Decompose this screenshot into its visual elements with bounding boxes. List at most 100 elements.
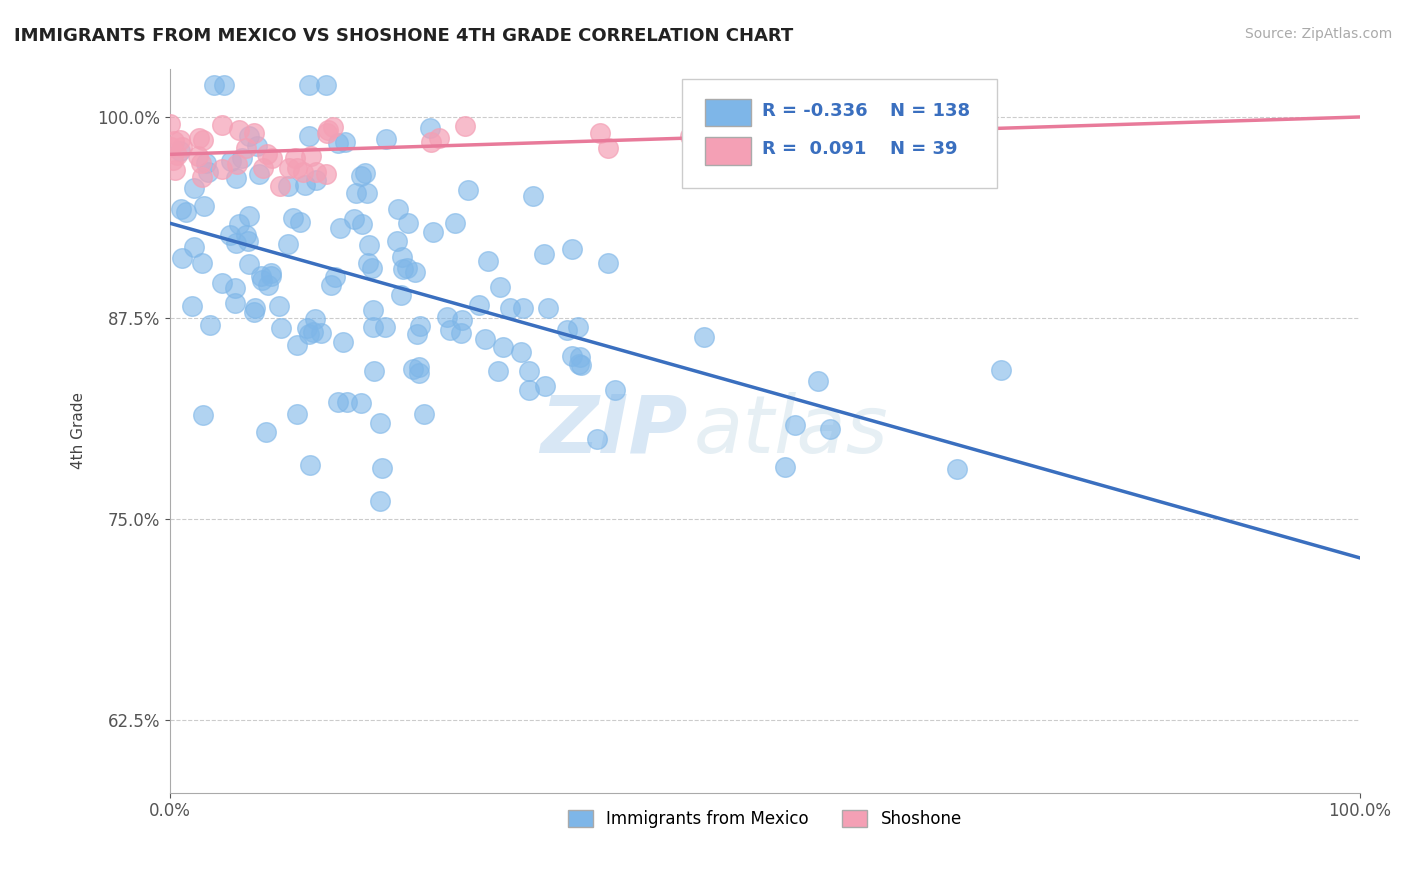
Point <box>172 251 194 265</box>
Point <box>298 129 321 144</box>
Point <box>170 140 193 154</box>
Point <box>225 171 247 186</box>
Point <box>598 140 620 154</box>
Point <box>238 234 260 248</box>
Point <box>214 78 236 92</box>
Point <box>453 120 475 134</box>
Point <box>468 298 491 312</box>
Point <box>260 266 283 280</box>
Point <box>190 156 212 170</box>
Point <box>302 325 325 339</box>
Point <box>162 153 184 167</box>
Point <box>188 131 211 145</box>
Point <box>198 318 221 332</box>
Point <box>292 164 315 178</box>
Point <box>238 209 260 223</box>
Point <box>238 257 260 271</box>
Point <box>235 227 257 242</box>
Point <box>191 408 214 422</box>
Point <box>370 461 392 475</box>
Point <box>319 277 342 292</box>
Point <box>404 265 426 279</box>
Point <box>363 364 385 378</box>
Point <box>262 152 284 166</box>
Point <box>567 320 589 334</box>
Point <box>385 234 408 248</box>
Point <box>228 123 250 137</box>
Point <box>402 362 425 376</box>
Point <box>174 204 197 219</box>
FancyBboxPatch shape <box>682 79 997 188</box>
Point <box>350 169 373 183</box>
Point <box>419 121 441 136</box>
Point <box>343 212 366 227</box>
FancyBboxPatch shape <box>706 99 751 127</box>
Point <box>419 135 441 149</box>
Point <box>304 312 326 326</box>
Point <box>309 326 332 340</box>
Point <box>363 302 385 317</box>
Point <box>250 273 273 287</box>
Point <box>391 250 413 264</box>
Point <box>246 139 269 153</box>
Point <box>555 323 578 337</box>
Text: R = -0.336: R = -0.336 <box>762 102 868 120</box>
Point <box>568 357 591 371</box>
Point <box>294 178 316 192</box>
Point <box>773 459 796 474</box>
Point <box>269 178 291 193</box>
Point <box>679 129 702 144</box>
Point <box>443 216 465 230</box>
Point <box>254 425 277 440</box>
Text: N = 39: N = 39 <box>890 140 957 158</box>
Point <box>344 186 367 200</box>
Point <box>392 261 415 276</box>
Point <box>228 217 250 231</box>
Point <box>387 202 409 216</box>
Point <box>436 310 458 324</box>
Point <box>193 133 215 147</box>
Point <box>166 148 188 162</box>
Point <box>285 338 308 352</box>
Point <box>322 120 344 135</box>
Point <box>295 321 318 335</box>
Point <box>278 161 301 175</box>
Point <box>350 396 373 410</box>
Point <box>277 237 299 252</box>
Point <box>408 359 430 374</box>
Point <box>219 227 242 242</box>
Point <box>170 202 193 217</box>
Point <box>235 141 257 155</box>
Point <box>693 330 716 344</box>
Point <box>389 288 412 302</box>
Point <box>195 156 218 170</box>
Point <box>250 269 273 284</box>
Point <box>588 126 610 140</box>
Point <box>439 323 461 337</box>
Point <box>512 301 534 316</box>
Point <box>277 179 299 194</box>
Point <box>243 301 266 316</box>
Point <box>488 279 510 293</box>
Point <box>267 299 290 313</box>
Point <box>818 422 841 436</box>
Point <box>586 432 609 446</box>
Point <box>361 320 384 334</box>
Point <box>806 374 828 388</box>
Point <box>224 296 246 310</box>
Point <box>256 147 278 161</box>
Point <box>450 326 472 340</box>
Point <box>946 462 969 476</box>
Point <box>202 78 225 92</box>
Point <box>533 379 555 393</box>
Text: ZIP: ZIP <box>540 392 688 469</box>
Point <box>159 140 181 154</box>
Point <box>247 167 270 181</box>
Point <box>270 320 292 334</box>
Point <box>533 247 555 261</box>
Point <box>474 333 496 347</box>
Point <box>329 221 352 235</box>
Point <box>252 161 274 175</box>
Point <box>406 327 429 342</box>
Point <box>305 173 328 187</box>
